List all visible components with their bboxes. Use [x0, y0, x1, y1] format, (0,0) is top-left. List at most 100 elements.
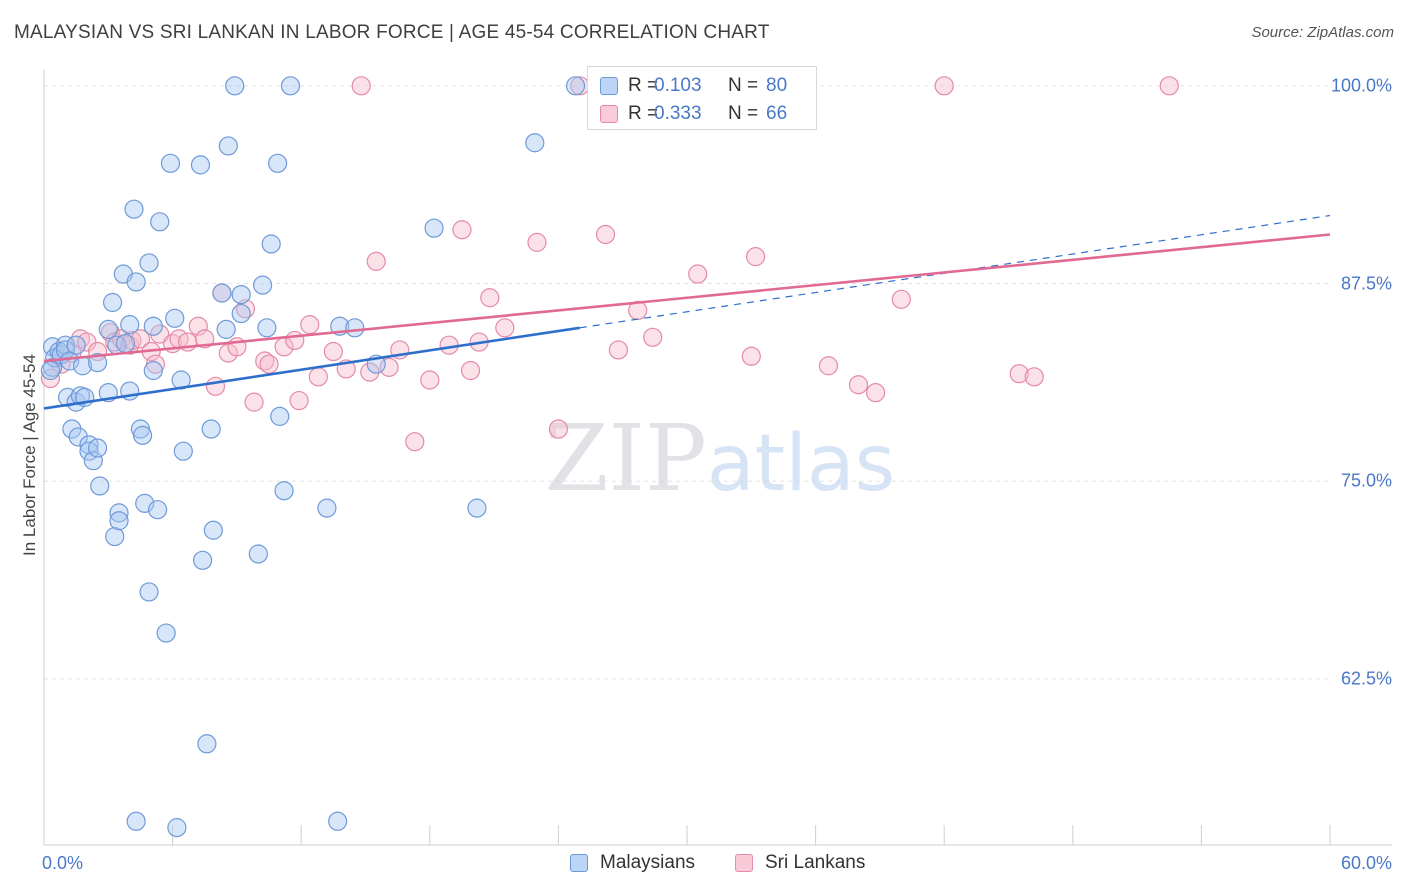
sri-lankans-point	[77, 332, 97, 352]
x-tick-label-min: 0.0%	[42, 853, 84, 873]
malaysians-point	[257, 318, 277, 338]
sri-lankans-point	[130, 329, 151, 349]
sri-lankans-point	[495, 318, 515, 338]
sri-lankans-point	[150, 324, 170, 344]
malaysians-point	[565, 76, 586, 96]
sri-lankans-point	[195, 329, 215, 349]
trend-layer	[43, 214, 1331, 410]
sri-lankans-point	[308, 367, 328, 387]
malaysians-point	[40, 360, 61, 381]
malaysians-point	[345, 318, 365, 338]
sri-lankans-point	[351, 76, 371, 96]
sri-lankans-point	[1159, 76, 1179, 96]
malaysians-point	[525, 133, 545, 153]
sri-lankans-point	[643, 327, 663, 347]
legend-swatch-blue	[600, 77, 618, 95]
sri-lankans-point	[934, 76, 954, 96]
malaysians-point	[274, 481, 294, 501]
sri-lankans-point	[608, 340, 629, 360]
malaysians-point	[165, 308, 185, 328]
sri-lankans-point	[595, 224, 616, 245]
malaysians-point	[115, 334, 136, 354]
legend-row-sri-lankans: R = 0.333 N = 66	[588, 101, 816, 129]
legend-r-label: R =	[628, 103, 659, 124]
sri-lankans-point	[527, 232, 547, 252]
chart-source: Source: ZipAtlas.com	[1251, 24, 1394, 41]
malaysians-point	[216, 319, 236, 339]
malaysians-point	[231, 284, 251, 305]
sri-lankans-point	[741, 346, 761, 366]
legend: R = 0.103 N = 80 R = 0.333 N = 66	[587, 66, 817, 130]
sri-lankans-point	[452, 220, 472, 240]
legend-swatch-pink	[600, 105, 618, 123]
sri-lankans-point	[285, 330, 305, 351]
malaysians-point	[328, 811, 348, 831]
malaysians-points	[40, 76, 586, 838]
y-axis-label: In Labor Force | Age 45-54	[20, 354, 39, 556]
sri-lankans-point	[848, 375, 869, 395]
malaysians-point	[270, 406, 290, 426]
sri-lankans-point	[548, 419, 569, 439]
legend-row-malaysians: R = 0.103 N = 80	[588, 73, 816, 101]
bottom-legend: Malaysians Sri Lankans	[0, 852, 1406, 878]
x-tick-label-max: 60.0%	[1340, 853, 1392, 873]
y-tick-label: 75.0%	[1340, 470, 1392, 491]
malaysians-point	[83, 451, 103, 471]
malaysians-point	[132, 425, 153, 445]
malaysians-point	[160, 153, 181, 173]
malaysians-point	[147, 500, 168, 520]
malaysians-point	[90, 476, 110, 496]
malaysians-point	[268, 153, 288, 173]
malaysians-point	[212, 283, 232, 303]
malaysians-point	[317, 498, 337, 518]
malaysians-point	[68, 427, 88, 447]
malaysians-point	[261, 234, 281, 254]
sri-lankans-point	[480, 288, 500, 308]
y-tick-label: 62.5%	[1340, 668, 1392, 689]
chart-title: MALAYSIAN VS SRI LANKAN IN LABOR FORCE |…	[14, 22, 770, 43]
legend-n-value: 66	[766, 103, 788, 124]
malaysians-point	[109, 503, 129, 523]
malaysians-point	[218, 136, 238, 156]
malaysians-point	[139, 582, 159, 602]
malaysians-point	[126, 811, 146, 831]
watermark: ZIPatlas	[545, 405, 896, 512]
legend-swatch-pink	[735, 854, 753, 872]
sri-lankans-point	[866, 383, 886, 403]
malaysians-point	[167, 818, 187, 838]
malaysians-point	[109, 511, 129, 531]
sri-lankans-point	[100, 322, 121, 343]
malaysians-point	[197, 734, 217, 754]
malaysians-point	[231, 303, 251, 324]
sri-lankans-point	[366, 251, 386, 271]
sri-lankans-point	[688, 264, 708, 284]
sri-lankans-point	[205, 376, 226, 396]
malaysians-point	[98, 319, 118, 339]
sri-lankans-point	[323, 341, 343, 362]
sri-lankans-point	[891, 289, 911, 309]
y-tick-label: 100.0%	[1330, 75, 1392, 96]
malaysians-point	[201, 419, 221, 439]
bottom-legend-label: Malaysians	[600, 852, 696, 873]
malaysians-point	[193, 550, 213, 570]
grid-layer	[44, 85, 1330, 680]
malaysians-point	[253, 275, 273, 295]
malaysians-point	[124, 199, 144, 219]
malaysians-point	[173, 441, 193, 461]
malaysians-point	[225, 76, 245, 96]
malaysians-point	[66, 335, 86, 355]
sri-lankans-point	[188, 316, 208, 336]
sri-lankans-point	[460, 360, 481, 381]
malaysians-point	[126, 272, 146, 292]
malaysians-point	[143, 316, 163, 336]
malaysians-point	[203, 520, 223, 540]
sri-lankans-point	[405, 432, 425, 452]
sri-lankans-point	[289, 390, 309, 411]
sri-lankans-point	[244, 392, 264, 412]
malaysians-point	[190, 155, 211, 175]
y-tick-label: 87.5%	[1340, 273, 1392, 294]
malaysians-point	[143, 360, 163, 381]
sri-lankans-point	[1024, 367, 1044, 387]
sri-lankans-point	[439, 335, 459, 355]
legend-swatch-blue	[570, 854, 588, 872]
